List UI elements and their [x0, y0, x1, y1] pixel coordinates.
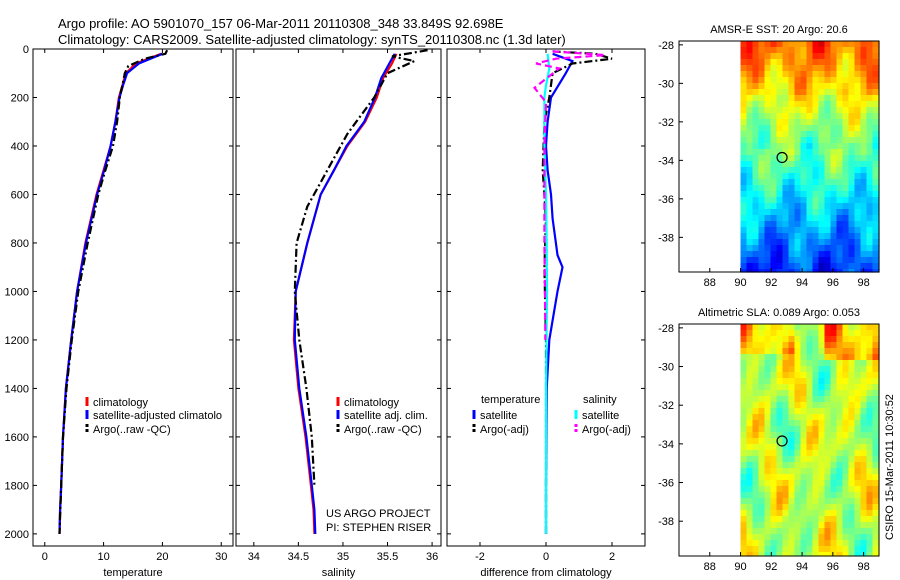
map-x-tick-label: 98 — [857, 277, 869, 289]
map-color-field — [740, 41, 880, 273]
legend-argo: Argo(..raw -QC) — [93, 424, 171, 436]
x-axis-label: temperature — [103, 567, 162, 579]
legend-temperature-argo: Argo(-adj) — [480, 424, 529, 436]
series-line-temperature-satellite — [544, 52, 574, 534]
map-color-field — [740, 324, 880, 557]
map-y-tick-label: -32 — [658, 400, 674, 412]
y-tick-label: 400 — [11, 141, 29, 153]
map-y-tick-label: -38 — [658, 232, 674, 244]
map-x-tick-label: 92 — [765, 561, 777, 573]
x-tick-label: 0 — [42, 551, 48, 563]
project-label: US ARGO PROJECT — [326, 508, 431, 520]
map-y-tick-label: -30 — [658, 78, 674, 90]
salinity-panel: 34 34.5 35 35.5 36 salinity climatologysatelli… — [235, 48, 442, 579]
map-y-tick-label: -36 — [658, 194, 674, 206]
map-y-tick-label: -30 — [658, 362, 674, 374]
figure-title-line-1: Argo profile: AO 5901070_157 06-Mar-2011… — [58, 16, 504, 31]
series-line-salinity-argo — [532, 50, 606, 340]
x-tick-label: 2 — [609, 551, 615, 563]
legend-salinity-satellite: satellite — [582, 410, 619, 422]
map-y-tick-label: -28 — [658, 40, 674, 52]
map-x-tick-label: 94 — [796, 277, 808, 289]
x-tick-label: -2 — [475, 551, 485, 563]
series-line-argo — [58, 49, 169, 534]
map-y-tick-label: -32 — [658, 117, 674, 129]
y-tick-label: 1800 — [5, 480, 29, 492]
y-tick-label: 2000 — [5, 529, 29, 541]
y-tick-label: 200 — [11, 92, 29, 104]
x-axis-label: salinity — [322, 567, 356, 579]
temperature-panel: 0 10 20 30 0 200 400 600 800 1000 1200 1400 1600 1800… — [5, 44, 234, 579]
x-axis-label: difference from climatology — [480, 567, 612, 579]
x-tick-label: 30 — [215, 551, 227, 563]
y-tick-label: 800 — [11, 238, 29, 250]
altimetric-sla-map-panel: Altimetric SLA: 0.089 Argo: 0.053 88 90 92 9… — [658, 307, 880, 573]
legend-header-salinity: salinity — [583, 394, 617, 406]
y-tick-label: 1200 — [5, 335, 29, 347]
map-x-tick-label: 90 — [734, 277, 746, 289]
x-tick-label: 35.5 — [377, 551, 398, 563]
map-x-tick-label: 96 — [827, 277, 839, 289]
map-y-tick-label: -34 — [658, 155, 674, 167]
plot-frame — [235, 48, 442, 547]
map-y-tick-label: -38 — [658, 516, 674, 528]
legend-satellite: satellite-adjusted climatolo — [93, 410, 222, 422]
difference-panel: -2 0 2 difference from climatology temperatu… — [446, 48, 646, 579]
x-tick-label: 34.5 — [288, 551, 309, 563]
series-line-salinity-satellite — [543, 53, 551, 534]
series-line-satellite — [293, 53, 396, 534]
plot-frame — [32, 48, 234, 547]
legend-salinity-argo: Argo(-adj) — [582, 424, 631, 436]
x-tick-label: 34 — [248, 551, 260, 563]
y-tick-label: 1000 — [5, 286, 29, 298]
map-x-tick-label: 92 — [765, 277, 777, 289]
map-title: AMSR-E SST: 20 Argo: 20.6 — [710, 24, 848, 36]
legend-header-temperature: temperature — [481, 394, 540, 406]
legend-climatology: climatology — [344, 397, 400, 409]
legend-argo: Argo(..raw -QC) — [344, 424, 422, 436]
map-border — [678, 40, 880, 273]
y-tick-label: 600 — [11, 189, 29, 201]
map-x-tick-label: 88 — [704, 561, 716, 573]
map-x-tick-label: 98 — [857, 561, 869, 573]
argo-float-marker — [776, 435, 788, 447]
map-title: Altimetric SLA: 0.089 Argo: 0.053 — [698, 307, 860, 319]
legend-climatology: climatology — [93, 397, 149, 409]
y-tick-label: 1600 — [5, 432, 29, 444]
x-tick-label: 36 — [426, 551, 438, 563]
y-tick-label: 1400 — [5, 383, 29, 395]
map-y-tick-label: -34 — [658, 439, 674, 451]
map-x-tick-label: 94 — [796, 561, 808, 573]
series-line-argo — [293, 49, 428, 486]
map-x-tick-label: 96 — [827, 561, 839, 573]
map-border — [678, 323, 880, 557]
csiro-timestamp-label: CSIRO 15-Mar-2011 10:30:52 — [884, 394, 896, 540]
argo-float-marker — [776, 151, 788, 164]
map-x-tick-label: 88 — [704, 277, 716, 289]
amsr-sst-map-panel: AMSR-E SST: 20 Argo: 20.6 88 90 92 94 96 98 -28… — [658, 24, 880, 289]
x-tick-label: 35 — [337, 551, 349, 563]
x-tick-label: 10 — [97, 551, 109, 563]
figure-title-line-2: Climatology: CARS2009. Satellite-adjuste… — [58, 32, 566, 47]
map-x-tick-label: 90 — [734, 561, 746, 573]
map-y-tick-label: -36 — [658, 478, 674, 490]
pi-label: PI: STEPHEN RISER — [326, 522, 431, 534]
y-tick-label: 0 — [23, 44, 29, 56]
x-tick-label: 0 — [543, 551, 549, 563]
x-tick-label: 20 — [156, 551, 168, 563]
legend-satellite: satellite adj. clim. — [344, 410, 428, 422]
legend-temperature-satellite: satellite — [480, 410, 517, 422]
map-y-tick-label: -28 — [658, 323, 674, 335]
